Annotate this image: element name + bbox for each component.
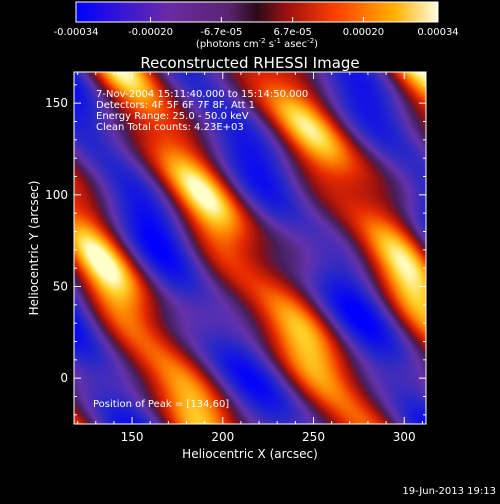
annotation-line: Clean Total counts: 4.23E+03 [96, 122, 244, 133]
colorbar-ticks: -0.00034 -0.00020 -6.7e-05 6.7e-05 0.00020 0.… [54, 17, 459, 38]
y-tick-label: 50 [53, 280, 68, 294]
annotation-line: Energy Range: 25.0 - 50.0 keV [96, 111, 249, 122]
colorbar-tick-label: 0.00020 [343, 27, 384, 38]
x-tick-label: 250 [302, 430, 325, 444]
x-tick-label: 200 [211, 430, 234, 444]
y-axis-ticks: 0 50 100 150 [45, 84, 426, 416]
colorbar-tick-label: -0.00034 [54, 27, 99, 38]
peak-position-label: Position of Peak = [134,60] [93, 399, 229, 410]
heatmap-image [74, 72, 426, 424]
plot-frame [73, 71, 427, 425]
colorbar-units: (photons cm-2 s-1 asec-2) [196, 37, 318, 50]
x-tick-label: 300 [393, 430, 416, 444]
y-tick-label: 0 [60, 371, 68, 385]
chart-title: Reconstructed RHESSI Image [140, 54, 359, 72]
x-tick-label: 150 [121, 430, 144, 444]
colorbar-tick-label: 0.00034 [417, 27, 458, 38]
x-axis-label: Heliocentric X (arcsec) [182, 447, 318, 461]
annotation-line: Detectors: 4F 5F 6F 7F 8F, Att 1 [96, 100, 255, 111]
footer-date: 19-Jun-2013 19:13 [402, 486, 496, 497]
annotation-block: 7-Nov-2004 15:11:40.000 to 15:14:50.000D… [96, 89, 308, 133]
colorbar-tick-label: 6.7e-05 [273, 27, 311, 38]
y-tick-label: 100 [45, 188, 68, 202]
colorbar-tick-label: -0.00020 [128, 27, 173, 38]
colorbar-tick-label: -6.7e-05 [200, 27, 242, 38]
annotation-line: 7-Nov-2004 15:11:40.000 to 15:14:50.000 [96, 89, 308, 100]
y-axis-label: Heliocentric Y (arcsec) [27, 181, 41, 316]
y-tick-label: 150 [45, 96, 68, 110]
x-axis-ticks: 150 200 250 300 [77, 72, 423, 444]
colorbar [75, 1, 439, 23]
